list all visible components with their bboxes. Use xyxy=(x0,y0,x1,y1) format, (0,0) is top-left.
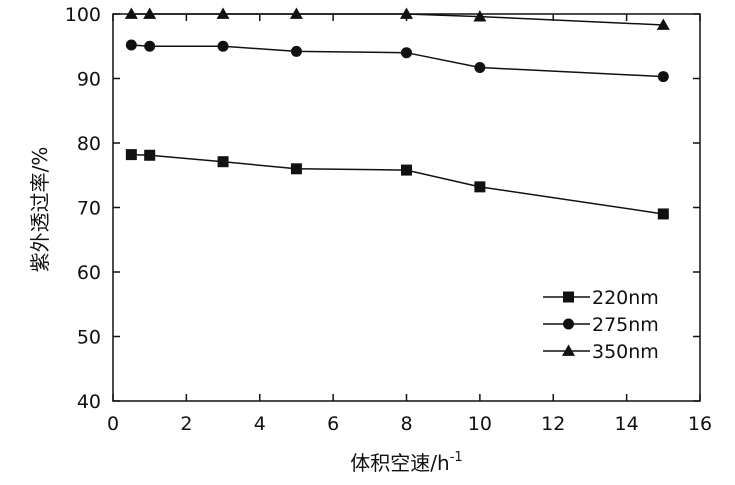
y-tick-label: 40 xyxy=(77,391,101,413)
series-350nm xyxy=(124,7,670,30)
legend-item: 220nm xyxy=(543,287,659,309)
data-point-square xyxy=(290,163,302,175)
x-axis-title: 体积空速/h-1 xyxy=(350,450,462,475)
data-point-triangle xyxy=(216,7,230,19)
data-point-triangle xyxy=(143,7,157,19)
series-line xyxy=(131,13,664,26)
data-point-circle xyxy=(290,45,302,57)
y-tick-label: 90 xyxy=(77,69,101,91)
data-point-square xyxy=(125,149,137,161)
x-tick-labels: 0 2 4 6 8 10 12 14 16 xyxy=(107,413,712,435)
data-point-square xyxy=(217,156,229,168)
data-point-square xyxy=(657,208,669,220)
x-tick-label: 10 xyxy=(468,413,492,435)
x-tick-label: 14 xyxy=(615,413,639,435)
y-tick-labels: 40 50 60 70 80 90 100 xyxy=(65,4,101,413)
data-point-triangle xyxy=(400,7,413,19)
data-point-circle xyxy=(144,40,156,52)
data-point-square xyxy=(401,164,412,176)
data-point-circle xyxy=(217,40,229,52)
data-point-triangle xyxy=(473,10,487,22)
legend-item: 275nm xyxy=(543,314,659,336)
data-point-circle xyxy=(474,62,486,74)
legend-label: 220nm xyxy=(592,287,659,309)
legend-item: 350nm xyxy=(543,341,659,363)
legend-label: 275nm xyxy=(592,314,659,336)
data-point-triangle xyxy=(124,7,138,19)
series-layer xyxy=(124,7,670,220)
data-point-triangle xyxy=(656,18,670,30)
y-tick-label: 60 xyxy=(77,262,101,284)
data-point-square xyxy=(474,181,486,193)
data-point-circle xyxy=(657,71,669,83)
data-point-square xyxy=(144,149,156,161)
legend-marker-square xyxy=(563,291,574,303)
x-tick-label: 12 xyxy=(541,413,565,435)
x-axis-title-main: 体积空速/h xyxy=(350,451,449,475)
x-axis-title-superscript: -1 xyxy=(450,450,463,465)
legend: 220nm 275nm 350nm xyxy=(543,287,659,363)
x-tick-label: 0 xyxy=(107,413,119,435)
y-tick-label: 50 xyxy=(77,327,101,349)
legend-label: 350nm xyxy=(592,341,659,363)
data-point-circle xyxy=(401,47,412,59)
legend-marker-triangle xyxy=(562,344,575,356)
series-line xyxy=(131,44,664,78)
x-tick-label: 16 xyxy=(688,413,712,435)
x-tick-label: 8 xyxy=(400,413,412,435)
x-tick-label: 6 xyxy=(327,413,339,435)
data-point-circle xyxy=(125,39,137,51)
y-tick-label: 100 xyxy=(65,4,101,26)
y-axis-title: 紫外透过率/% xyxy=(28,147,52,273)
series-line xyxy=(131,153,664,215)
y-tick-label: 70 xyxy=(77,198,101,220)
y-tick-label: 80 xyxy=(77,133,101,155)
x-tick-label: 4 xyxy=(254,413,266,435)
x-tick-label: 2 xyxy=(180,413,192,435)
series-275nm xyxy=(125,39,669,83)
series-220nm xyxy=(125,149,669,220)
data-point-triangle xyxy=(289,7,303,19)
legend-marker-circle xyxy=(563,318,574,330)
